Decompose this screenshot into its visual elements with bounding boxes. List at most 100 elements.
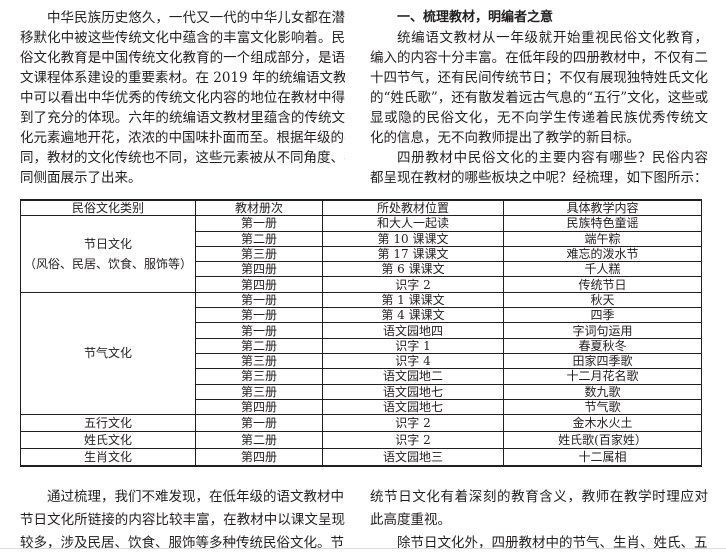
text-line: 中华民族历史悠久，一代又一代的中华儿女都在潜: [47, 10, 345, 26]
category-label: 姓氏文化: [83, 433, 132, 448]
location-cell: 识字 2: [322, 276, 504, 293]
location-cell: 识字 2: [322, 431, 504, 450]
content-cell: 十二月花名歌: [503, 368, 702, 385]
location-cell: 语文园地七: [322, 398, 504, 416]
location-cell: 和大人一起读: [322, 215, 504, 232]
volume-cell: 第一册: [195, 414, 323, 433]
volume-cell: 第一册: [195, 291, 323, 309]
category-label: 节气文化: [83, 346, 132, 361]
text-line: 节日文化所链接的内容比较丰富，在教材中以课文呈现: [20, 511, 345, 528]
text-line: 除节日文化外，四册教材中的节气、生肖、姓氏、五行: [397, 534, 708, 551]
text-line: 统编语文教材从一年级就开始重视民俗文化教育，: [397, 30, 708, 46]
content-cell: 十二属相: [503, 448, 702, 467]
page-edge-divider: [0, 548, 726, 549]
location-cell: 语文园地三: [322, 448, 504, 467]
text-line: 中可以看出中华优秀的传统文化内容的地位在教材中得: [20, 90, 345, 106]
text-line: 统节日文化有着深刻的教育含义，教师在教学时理应对: [370, 489, 708, 505]
intro-paragraph: 中华民族历史悠久，一代又一代的中华儿女都在潜移默化中被这些传统文化中蕴含的丰富文…: [20, 8, 345, 188]
text-line: 到了充分的体现。六年的统编语文教材里蕴含的传统文: [20, 110, 345, 126]
content-cell: 四季: [503, 307, 702, 324]
table-row: 节日文化 （风俗、民居、饮食、服饰等） 第一册 和大人一起读 民族特色童谣: [20, 215, 702, 293]
volume-cell: 第一册: [195, 215, 323, 232]
location-cell: 语文园地二: [322, 368, 504, 385]
volume-cell: 第一册: [195, 307, 323, 324]
text-line: 的“姓氏歌”，还有散发着远古气息的“五行”文化，这些或: [370, 90, 708, 106]
category-cell: 节日文化 （风俗、民居、饮食、服饰等）: [20, 215, 196, 293]
location-cell: 第 17 课课文: [322, 245, 504, 263]
text-line: 化元素遍地开花，浓浓的中国味扑面而至。根据年级的不: [20, 130, 345, 146]
location-cell: 第 6 课课文: [322, 261, 504, 278]
section-one: 一、梳理教材，明编者之意 统编语文教材从一年级就开始重视民俗文化教育， 编入的内容…: [370, 8, 708, 188]
category-label: 五行文化: [83, 416, 132, 431]
folk-culture-table: 民俗文化类别 教材册次 所处教材位置 具体教学内容 节日文化 （风俗、民居、饮食、服饰等…: [20, 199, 702, 468]
section-heading: 一、梳理教材，明编者之意: [397, 10, 554, 25]
content-cell: 数九歌: [503, 383, 702, 400]
volume-cell: 第四册: [195, 398, 323, 416]
table-row: 第三册 语文园地二 十二月花名歌: [21, 368, 702, 385]
text-line: 显或隐的民俗文化，无不向学生传递着民族优秀传统文: [370, 110, 708, 126]
text-line: 同侧面展示了出来。: [20, 170, 142, 186]
text-line: 通过梳理，我们不难发现，在低年级的语文教材中，: [47, 489, 345, 505]
summary-paragraph-continued: 统节日文化有着深刻的教育含义，教师在教学时理应对 此高度重视。除节日文化外，四册教…: [370, 486, 708, 554]
location-cell: 识字 4: [322, 352, 504, 370]
table-row: 第四册 语文园地七 节气歌: [21, 398, 702, 416]
content-cell: 难忘的泼水节: [503, 245, 702, 263]
volume-cell: 第三册: [195, 352, 323, 370]
content-cell: 秋天: [503, 291, 702, 309]
content-cell: 节气歌: [503, 398, 702, 416]
text-line: 移默化中被这些传统文化中蕴含的丰富文化影响着。民: [20, 30, 345, 46]
location-cell: 语文园地四: [322, 322, 504, 339]
volume-cell: 第二册: [195, 337, 323, 354]
category-label: （风俗、民居、饮食、服饰等）: [23, 257, 192, 272]
text-line: 此高度重视。: [370, 511, 451, 528]
table-row: 生肖文化 第四册 语文园地三 十二属相: [20, 448, 702, 467]
column-header: 所处教材位置: [322, 199, 504, 217]
category-label: 生肖文化: [83, 450, 132, 465]
table-row: 五行文化 第一册 识字 2 金木水火土: [20, 414, 702, 433]
content-cell: 金木水火土: [503, 414, 702, 433]
location-cell: 识字 2: [322, 414, 504, 433]
summary-paragraph: 通过梳理，我们不难发现，在低年级的语文教材中， 节日文化所链接的内容比较丰富，在教…: [20, 486, 345, 554]
category-label: 节日文化: [83, 237, 132, 252]
volume-cell: 第三册: [195, 383, 323, 400]
table-row: 第一册 语文园地四 字词句运用: [21, 322, 702, 339]
location-cell: 第 10 课课文: [322, 230, 504, 247]
column-header: 教材册次: [195, 199, 323, 217]
content-cell: 民族特色童谣: [503, 215, 702, 232]
table-header-row: 民俗文化类别 教材册次 所处教材位置 具体教学内容: [20, 199, 702, 217]
volume-cell: 第三册: [195, 368, 323, 385]
volume-cell: 第四册: [195, 276, 323, 293]
volume-cell: 第四册: [195, 448, 323, 467]
location-cell: 识字 1: [322, 337, 504, 354]
column-header: 具体教学内容: [503, 199, 702, 217]
location-cell: 第 4 课课文: [322, 307, 504, 324]
volume-cell: 第二册: [195, 431, 323, 450]
text-line: 较多，涉及民居、饮食、服饰等多种传统民俗文化。节日内: [20, 534, 345, 551]
table-row: 姓氏文化 第二册 识字 2 姓氏歌(百家姓）: [20, 431, 702, 450]
category-cell: 姓氏文化: [20, 431, 196, 450]
text-line: 文课程体系建设的重要素材。在 2019 年的统编语文教材: [20, 70, 345, 86]
category-cell: 五行文化: [20, 414, 196, 433]
location-cell: 语文园地七: [322, 383, 504, 400]
text-line: 化的信息，无不向教师提出了教学的新目标。: [370, 130, 640, 146]
content-cell: 传统节日: [503, 276, 702, 293]
table-row: 第一册第 4 课课文 四季: [21, 307, 702, 324]
content-cell: 千人糕: [503, 261, 702, 278]
table-row: 第三册第 17 课课文 难忘的泼水节: [21, 245, 702, 263]
content-cell: 姓氏歌(百家姓）: [503, 431, 702, 450]
volume-cell: 第二册: [195, 230, 323, 247]
table-row: 第二册 识字 1 春夏秋冬: [21, 337, 702, 354]
text-line: 四册教材中民俗文化的主要内容有哪些？民俗内容: [397, 150, 708, 166]
text-line: 十四节气，还有民间传统节日；不仅有展现独特姓氏文化: [370, 70, 708, 86]
text-line: 都呈现在教材的哪些板块之中呢？经梳理，如下图所示：: [370, 170, 708, 186]
content-cell: 字词句运用: [503, 322, 702, 339]
text-line: 编入的内容十分丰富。在低年段的四册教材中，不仅有二: [370, 50, 708, 66]
volume-cell: 第三册: [195, 245, 323, 263]
category-cell: 节气文化: [20, 291, 196, 416]
volume-cell: 第四册: [195, 261, 323, 278]
column-header: 民俗文化类别: [20, 199, 196, 217]
category-cell: 生肖文化: [20, 448, 196, 467]
text-line: 俗文化教育是中国传统文化教育的一个组成部分，是语: [20, 50, 345, 66]
content-cell: 端午粽: [503, 230, 702, 247]
table-row: 第四册 识字 2 传统节日: [21, 276, 702, 293]
